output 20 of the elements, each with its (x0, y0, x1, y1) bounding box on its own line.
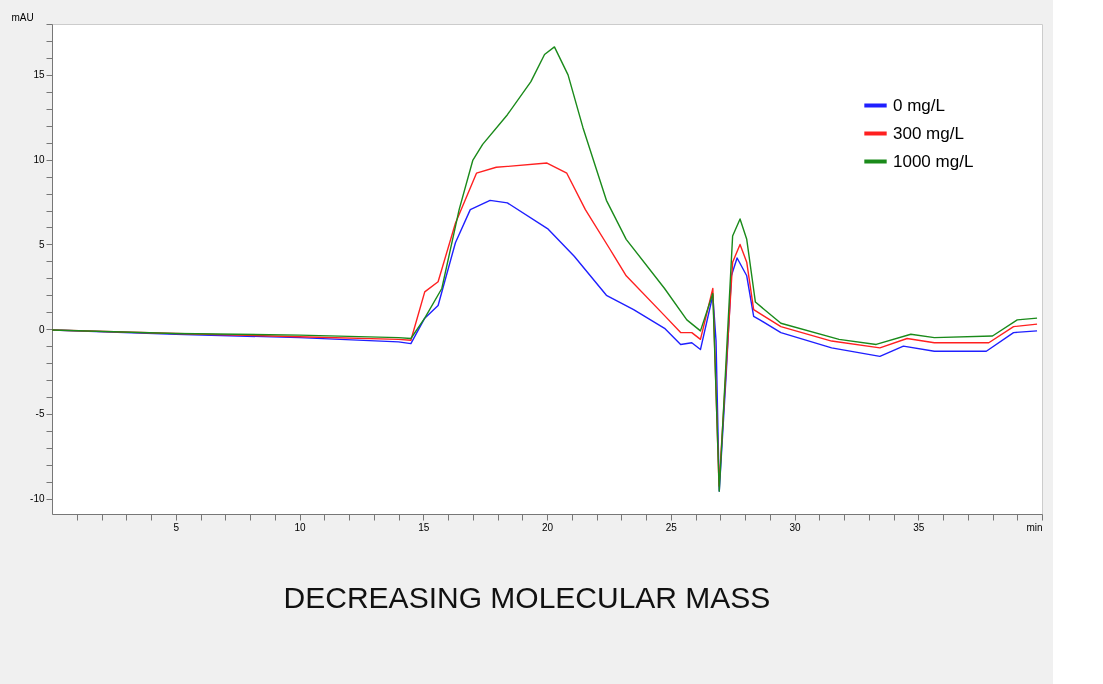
y-tick-label: 15 (33, 69, 45, 81)
x-tick-label: 30 (789, 521, 801, 533)
y-tick-label: 0 (38, 323, 45, 335)
x-tick-label: min (1026, 521, 1043, 533)
x-tick-label: 35 (913, 521, 925, 533)
y-tick-label: 10 (33, 154, 45, 166)
line-series (51, 46, 1038, 492)
x-tick-label: 20 (541, 521, 554, 533)
legend-label: 1000 mg/L (893, 151, 974, 171)
x-tick-label: 5 (173, 521, 180, 533)
legend-label: 300 mg/L (893, 123, 964, 143)
text: DECREASING MOLECULAR MASS (283, 581, 771, 614)
x-tick-label: 25 (665, 521, 678, 533)
x-tick-label: 10 (294, 521, 306, 533)
legend-label: 0 mg/L (893, 95, 945, 115)
x-tick-label: 15 (418, 521, 430, 533)
y-tick-label: -5 (35, 408, 45, 420)
y-tick-label: 5 (38, 238, 45, 250)
y-axis-title: mAU (11, 11, 34, 23)
y-tick-label: -10 (30, 493, 45, 505)
